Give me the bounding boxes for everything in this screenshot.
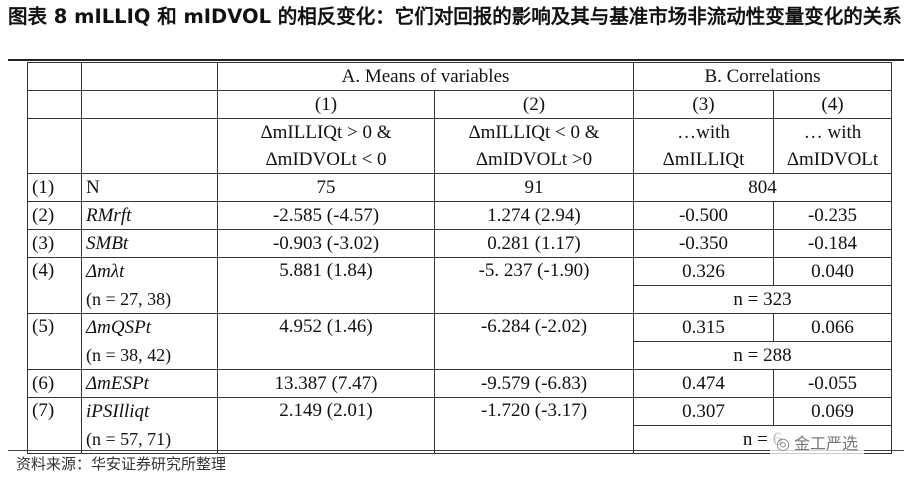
value-cell: 0.474	[633, 369, 774, 398]
watermark: ◎ 金工严选	[770, 428, 864, 456]
value-cell: 75	[217, 173, 435, 202]
table-row: (1) N 75 91 804	[27, 173, 893, 202]
row-sample-size: (n = 27, 38)	[81, 285, 218, 314]
table-row: (2) RMrft -2.585 (-4.57) 1.274 (2.94) -0…	[27, 201, 893, 230]
value-cell: -1.720 (-3.17)	[434, 397, 634, 454]
wechat-icon: ◎	[776, 434, 790, 453]
row-label: SMBt	[81, 229, 218, 258]
row-number: (5)	[27, 313, 82, 370]
value-cell: 804	[632, 173, 893, 202]
col4-condition-line2: ΔmIDVOLt	[772, 146, 893, 174]
col1-condition-line1: ΔmILLIQt > 0 &	[217, 118, 435, 146]
row-number: (3)	[27, 229, 82, 258]
value-cell: -0.184	[772, 229, 893, 258]
header-row-condition-1: ΔmILLIQt > 0 & ΔmILLIQt < 0 & …with … wi…	[27, 118, 893, 174]
col2-condition-line1: ΔmILLIQt < 0 &	[434, 118, 634, 146]
figure-caption: 图表 8 mILLIQ 和 mIDVOL 的相反变化：它们对回报的影响及其与基准…	[8, 5, 902, 28]
value-cell: 13.387 (7.47)	[217, 369, 435, 398]
table-row: (6) ΔmESPt 13.387 (7.47) -9.579 (-6.83) …	[27, 369, 893, 398]
value-cell: 5.881 (1.84)	[217, 257, 435, 314]
value-cell: -0.235	[772, 201, 893, 230]
row-number: (1)	[27, 173, 82, 202]
value-cell: 0.315	[633, 313, 774, 342]
row-label: ΔmESPt	[81, 369, 218, 398]
corner-cell	[27, 90, 82, 119]
value-cell: -9.579 (-6.83)	[434, 369, 634, 398]
col1-condition-line2: ΔmIDVOLt < 0	[217, 146, 435, 174]
value-cell: 91	[434, 173, 634, 202]
corner-cell	[81, 90, 218, 119]
value-cell: 1.274 (2.94)	[434, 201, 634, 230]
value-cell: -5. 237 (-1.90)	[434, 257, 634, 314]
table-row: (4) Δmλt 5.881 (1.84) -5. 237 (-1.90) 0.…	[27, 257, 893, 314]
results-table: A. Means of variables B. Correlations (1…	[27, 62, 893, 454]
value-cell: -0.903 (-3.02)	[217, 229, 435, 258]
row-label: N	[81, 173, 218, 202]
row-number: (7)	[27, 397, 82, 454]
row-sample-size: (n = 57, 71)	[81, 425, 218, 454]
value-cell: 0.326	[633, 257, 774, 286]
col1-number: (1)	[217, 90, 435, 119]
row-number: (4)	[27, 257, 82, 314]
value-cell: 2.149 (2.01)	[217, 397, 435, 454]
col3-condition-line1: …with	[633, 118, 774, 146]
value-cell: -6.284 (-2.02)	[434, 313, 634, 370]
table-row: (5) ΔmQSPt 4.952 (1.46) -6.284 (-2.02) 0…	[27, 313, 893, 370]
col3-number: (3)	[633, 90, 774, 119]
bottom-rule	[8, 450, 904, 451]
row-sample-size: (n = 38, 42)	[81, 341, 218, 370]
row-label: ΔmQSPt	[81, 313, 218, 342]
correlation-n: n = 323	[632, 285, 893, 314]
corner-cell	[81, 62, 218, 91]
value-cell: 0.066	[772, 313, 893, 342]
value-cell: 0.069	[772, 397, 893, 426]
value-cell: -0.055	[772, 369, 893, 398]
table-row: (7) iPSIlliqt 2.149 (2.01) -1.720 (-3.17…	[27, 397, 893, 454]
source-note: 资料来源：华安证券研究所整理	[16, 455, 227, 473]
row-number: (2)	[27, 201, 82, 230]
col4-condition-line1: … with	[772, 118, 893, 146]
header-row-numbers: (1) (2) (3) (4)	[27, 90, 893, 119]
header-row-panels: A. Means of variables B. Correlations	[27, 62, 893, 91]
value-cell: -0.500	[633, 201, 774, 230]
value-cell: 4.952 (1.46)	[217, 313, 435, 370]
value-cell: 0.307	[633, 397, 774, 426]
value-cell: 0.040	[772, 257, 893, 286]
correlation-n: n = 288	[632, 341, 893, 370]
panel-a-header: A. Means of variables	[217, 62, 634, 91]
corner-cell	[27, 118, 82, 174]
row-label: Δmλt	[81, 257, 218, 286]
top-rule	[8, 59, 904, 61]
value-cell: 0.281 (1.17)	[434, 229, 634, 258]
value-cell: -2.585 (-4.57)	[217, 201, 435, 230]
value-cell: -0.350	[633, 229, 774, 258]
panel-b-header: B. Correlations	[632, 62, 893, 91]
corner-cell	[81, 118, 218, 174]
col4-number: (4)	[772, 90, 893, 119]
corner-cell	[27, 62, 82, 91]
col3-condition-line2: ΔmILLIQt	[633, 146, 774, 174]
col2-number: (2)	[434, 90, 634, 119]
table-row: (3) SMBt -0.903 (-3.02) 0.281 (1.17) -0.…	[27, 229, 893, 258]
row-label: RMrft	[81, 201, 218, 230]
col2-condition-line2: ΔmIDVOLt >0	[434, 146, 634, 174]
row-label: iPSIlliqt	[81, 397, 218, 426]
row-number: (6)	[27, 369, 82, 398]
table-row: (n = 27, 38) n = 323	[28, 285, 893, 314]
header-row-condition-2: ΔmIDVOLt < 0 ΔmIDVOLt >0 ΔmILLIQt ΔmIDVO…	[28, 146, 893, 174]
watermark-text: 金工严选	[793, 434, 858, 453]
